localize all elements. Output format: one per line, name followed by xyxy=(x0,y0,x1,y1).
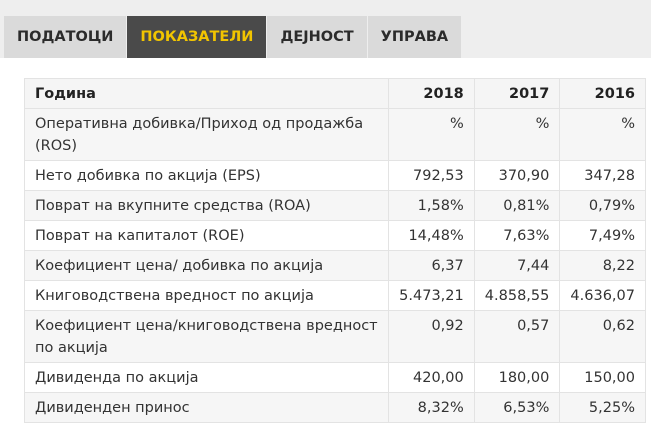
table-row: Коефициент цена/книговодствена вредност … xyxy=(23,310,646,363)
header-year-2017: 2017 xyxy=(473,78,561,109)
row-value: 4.858,55 xyxy=(473,280,561,311)
row-value: 4.636,07 xyxy=(559,280,646,311)
row-value: 14,48% xyxy=(388,220,475,251)
row-value: 8,32% xyxy=(388,392,475,423)
row-value: 420,00 xyxy=(388,362,475,393)
table-row: Нето добивка по акција (EPS) 792,53 370,… xyxy=(23,160,646,191)
tab-dejnost[interactable]: ДЕЈНОСТ xyxy=(267,16,367,58)
tab-pokazateli[interactable]: ПОКАЗАТЕЛИ xyxy=(127,16,267,58)
table-row: Поврат на капиталот (ROE) 14,48% 7,63% 7… xyxy=(23,220,646,251)
row-value: % xyxy=(473,108,561,161)
table-row: Коефициент цена/ добивка по акција 6,37 … xyxy=(23,250,646,281)
row-value: 347,28 xyxy=(559,160,646,191)
row-value: 6,37 xyxy=(388,250,475,281)
row-value: 0,81% xyxy=(473,190,561,221)
table-row: Оперативна добивка/Приход од продажба (R… xyxy=(23,108,646,161)
tab-podatoci[interactable]: ПОДАТОЦИ xyxy=(4,16,127,58)
row-value: 5.473,21 xyxy=(388,280,475,311)
table-row: Дивиденден принос 8,32% 6,53% 5,25% xyxy=(23,392,646,423)
table-row: Дивиденда по акција 420,00 180,00 150,00 xyxy=(23,362,646,393)
row-value: 0,79% xyxy=(559,190,646,221)
row-value: % xyxy=(388,108,475,161)
row-label: Дивиденда по акција xyxy=(23,362,390,393)
row-label: Поврат на капиталот (ROE) xyxy=(23,220,390,251)
row-value: 7,44 xyxy=(473,250,561,281)
row-value: 7,49% xyxy=(559,220,646,251)
row-label: Нето добивка по акција (EPS) xyxy=(23,160,390,191)
tab-bar: ПОДАТОЦИ ПОКАЗАТЕЛИ ДЕЈНОСТ УПРАВА xyxy=(0,0,651,58)
row-label: Дивиденден принос xyxy=(23,392,390,423)
table-row: Книговодствена вредност по акција 5.473,… xyxy=(23,280,646,311)
row-value: 0,62 xyxy=(559,310,646,363)
row-value: 7,63% xyxy=(473,220,561,251)
row-value: 150,00 xyxy=(559,362,646,393)
row-value: 1,58% xyxy=(388,190,475,221)
row-value: 0,57 xyxy=(473,310,561,363)
indicators-table: Година 2018 2017 2016 Оперативна добивка… xyxy=(23,78,646,423)
row-label: Поврат на вкупните средства (ROA) xyxy=(23,190,390,221)
row-value: 8,22 xyxy=(559,250,646,281)
indicators-panel: Година 2018 2017 2016 Оперативна добивка… xyxy=(4,58,651,435)
row-value: 5,25% xyxy=(559,392,646,423)
row-value: % xyxy=(559,108,646,161)
header-year-2016: 2016 xyxy=(559,78,646,109)
row-label: Книговодствена вредност по акција xyxy=(23,280,390,311)
row-value: 6,53% xyxy=(473,392,561,423)
row-value: 370,90 xyxy=(473,160,561,191)
table-header-row: Година 2018 2017 2016 xyxy=(23,78,646,109)
header-year-2018: 2018 xyxy=(388,78,475,109)
row-value: 792,53 xyxy=(388,160,475,191)
header-year-label: Година xyxy=(23,78,390,109)
tab-uprava[interactable]: УПРАВА xyxy=(367,16,462,58)
row-value: 0,92 xyxy=(388,310,475,363)
row-value: 180,00 xyxy=(473,362,561,393)
table-row: Поврат на вкупните средства (ROA) 1,58% … xyxy=(23,190,646,221)
row-label: Коефициент цена/ добивка по акција xyxy=(23,250,390,281)
row-label: Коефициент цена/книговодствена вредност … xyxy=(23,310,390,363)
tab-list: ПОДАТОЦИ ПОКАЗАТЕЛИ ДЕЈНОСТ УПРАВА xyxy=(4,16,462,58)
row-label: Оперативна добивка/Приход од продажба (R… xyxy=(23,108,390,161)
